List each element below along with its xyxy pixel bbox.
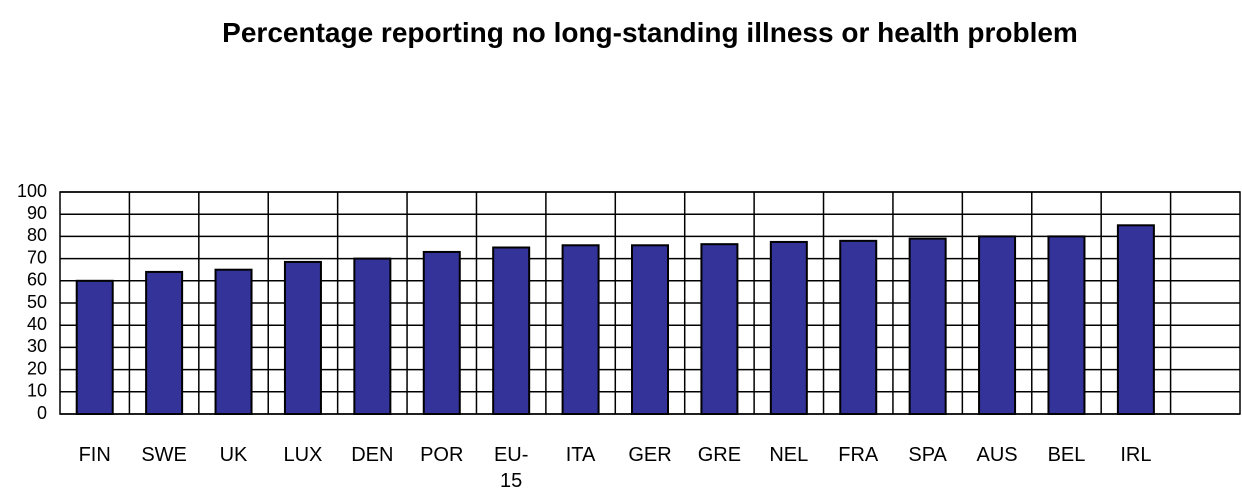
x-tick-label: GRE [697, 444, 742, 466]
y-tick-label: 20 [27, 358, 47, 378]
bar [1116, 224, 1155, 415]
y-tick-label: 60 [27, 270, 47, 290]
y-tick-label: 90 [27, 203, 47, 223]
bar [422, 250, 461, 415]
bar [283, 260, 322, 415]
y-tick-label: 50 [27, 292, 47, 312]
x-tick-label: UK [219, 444, 248, 466]
y-tick-label: 40 [27, 314, 47, 334]
x-tick-label: ITA [565, 444, 596, 466]
bar [978, 235, 1017, 415]
x-tick-label: FIN [78, 444, 111, 466]
x-tick-label: FRA [838, 444, 879, 466]
x-tick-label: BEL [1047, 444, 1086, 466]
bar [214, 268, 253, 416]
x-tick-label: POR [420, 444, 464, 466]
bar [353, 257, 392, 415]
x-tick-label: GER [628, 444, 672, 466]
x-tick-label: SPA [908, 444, 947, 466]
bar [839, 239, 878, 415]
x-tick-label: DEN [351, 444, 394, 466]
y-tick-label: 30 [27, 336, 47, 356]
x-tick-label: SWE [141, 444, 187, 466]
x-tick-label: NEL [769, 444, 809, 466]
y-tick-label: 100 [17, 181, 47, 201]
x-tick-label: LUX [283, 444, 323, 466]
bar [561, 244, 600, 415]
y-tick-label: 0 [37, 403, 47, 423]
x-tick-label: EU-15 [493, 444, 529, 492]
bar [1047, 235, 1086, 415]
bar [492, 246, 531, 415]
x-tick-label: IRL [1120, 444, 1152, 466]
bar [769, 240, 808, 415]
chart-title: Percentage reporting no long-standing il… [222, 17, 1078, 48]
bar [908, 237, 947, 415]
bar [145, 270, 184, 416]
y-tick-label: 10 [27, 381, 47, 401]
bar [700, 243, 739, 415]
bar [631, 244, 669, 415]
x-tick-label: AUS [976, 444, 1018, 466]
y-tick-label: 80 [27, 225, 47, 245]
y-tick-label: 70 [27, 247, 47, 267]
bar [75, 279, 114, 415]
